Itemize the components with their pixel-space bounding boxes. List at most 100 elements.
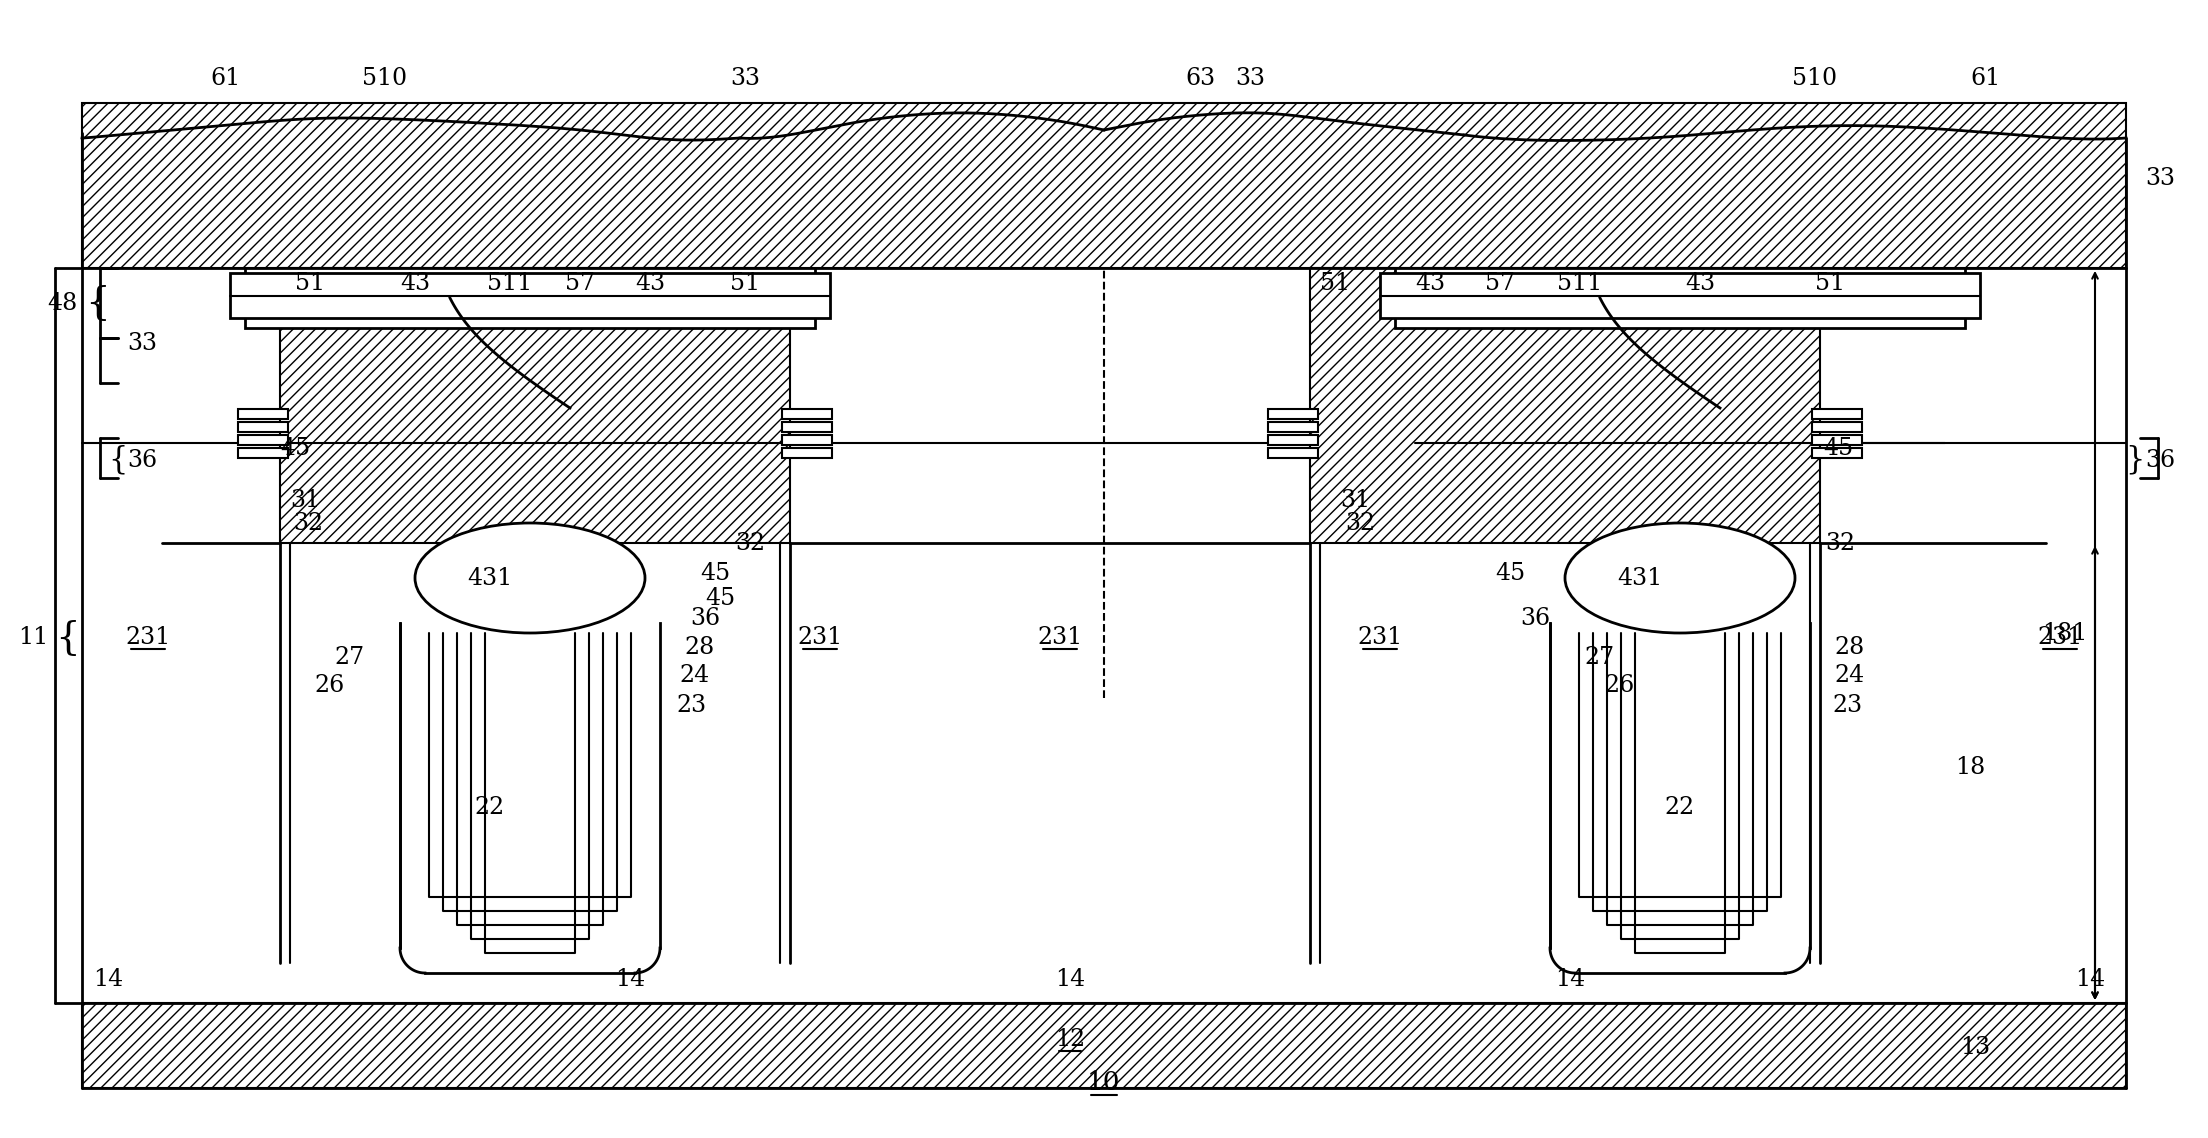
Ellipse shape [1565, 523, 1795, 633]
Text: 23: 23 [678, 694, 707, 717]
Text: 28: 28 [684, 636, 715, 660]
Text: 231: 231 [797, 627, 843, 650]
Bar [238, 422, 287, 432]
Text: 231: 231 [1038, 627, 1082, 650]
Text: 431: 431 [1618, 567, 1663, 589]
Text: 43: 43 [636, 272, 665, 295]
Bar [1267, 422, 1318, 432]
Text: 32: 32 [294, 511, 322, 535]
Text: 31: 31 [289, 488, 320, 511]
Text: 23: 23 [1833, 694, 1864, 717]
Bar [782, 435, 832, 445]
Text: 11: 11 [18, 627, 49, 650]
Text: 63: 63 [1186, 66, 1214, 90]
Text: {: { [84, 284, 110, 322]
Text: 22: 22 [1665, 797, 1696, 819]
Bar [1380, 273, 1981, 318]
Bar [1813, 409, 1861, 419]
Text: 26: 26 [316, 675, 344, 698]
Text: 511: 511 [488, 272, 532, 295]
Text: 51: 51 [1320, 272, 1349, 295]
Bar [1395, 269, 1965, 298]
Text: 51: 51 [1815, 272, 1846, 295]
Bar [1813, 448, 1861, 457]
Text: 32: 32 [1826, 531, 1855, 554]
Text: 431: 431 [468, 567, 512, 589]
Text: 27: 27 [336, 646, 364, 669]
Bar [245, 269, 815, 298]
Text: 61: 61 [1970, 66, 2000, 90]
Text: 61: 61 [210, 66, 241, 90]
Text: 14: 14 [2076, 968, 2104, 991]
Text: 33: 33 [2144, 166, 2175, 190]
Text: 13: 13 [1961, 1037, 1989, 1059]
Bar [82, 1003, 2126, 1088]
Text: }: } [2126, 445, 2144, 476]
Text: 510: 510 [362, 66, 408, 90]
Text: 57: 57 [1486, 272, 1515, 295]
Text: 45: 45 [700, 561, 731, 585]
Text: 10: 10 [1086, 1071, 1122, 1096]
Text: {: { [108, 445, 128, 476]
Text: 36: 36 [2144, 448, 2175, 471]
Text: 26: 26 [1605, 675, 1636, 698]
Text: 12: 12 [1055, 1029, 1084, 1052]
Text: 51: 51 [296, 272, 325, 295]
Text: 36: 36 [689, 607, 720, 629]
Bar [782, 422, 832, 432]
Bar [230, 273, 830, 318]
Text: 31: 31 [1340, 488, 1369, 511]
Text: 511: 511 [1557, 272, 1603, 295]
Text: 14: 14 [1055, 968, 1084, 991]
Ellipse shape [415, 523, 645, 633]
Text: 43: 43 [1415, 272, 1444, 295]
Bar [1395, 298, 1965, 328]
Text: 43: 43 [400, 272, 431, 295]
Text: {: { [55, 619, 79, 657]
Text: 14: 14 [93, 968, 124, 991]
Text: 45: 45 [1824, 437, 1853, 460]
Text: 27: 27 [1585, 646, 1614, 669]
Text: 33: 33 [1234, 66, 1265, 90]
Text: 181: 181 [2042, 621, 2089, 644]
Text: 231: 231 [1358, 627, 1402, 650]
Bar [280, 269, 790, 543]
Text: 14: 14 [614, 968, 645, 991]
Text: 32: 32 [1345, 511, 1376, 535]
Bar [238, 409, 287, 419]
Text: 33: 33 [731, 66, 760, 90]
Text: 45: 45 [1495, 561, 1526, 585]
Text: 36: 36 [128, 448, 157, 471]
Text: 45: 45 [704, 586, 735, 610]
Text: 24: 24 [1835, 665, 1866, 687]
Bar [82, 269, 2126, 1003]
Text: 24: 24 [680, 665, 711, 687]
Bar [782, 448, 832, 457]
Bar [1813, 435, 1861, 445]
Text: 14: 14 [1554, 968, 1585, 991]
Text: 32: 32 [735, 531, 764, 554]
Text: 57: 57 [565, 272, 594, 295]
Bar [245, 298, 815, 328]
Text: 33: 33 [128, 331, 157, 355]
Text: 51: 51 [731, 272, 760, 295]
Bar [1813, 422, 1861, 432]
Text: 48: 48 [49, 291, 77, 314]
Text: 22: 22 [475, 797, 506, 819]
Text: 36: 36 [1519, 607, 1550, 629]
Bar [1309, 269, 1819, 543]
Bar [82, 104, 2126, 269]
Bar [1267, 409, 1318, 419]
Text: 43: 43 [1685, 272, 1716, 295]
Bar [1267, 448, 1318, 457]
Text: 510: 510 [1793, 66, 1837, 90]
Bar [1267, 435, 1318, 445]
Text: 45: 45 [280, 437, 309, 460]
Bar [238, 448, 287, 457]
Text: 231: 231 [2038, 627, 2082, 650]
Bar [238, 435, 287, 445]
Text: 18: 18 [1954, 757, 1985, 780]
Bar [782, 409, 832, 419]
Text: 231: 231 [126, 627, 170, 650]
Text: 28: 28 [1835, 636, 1866, 660]
